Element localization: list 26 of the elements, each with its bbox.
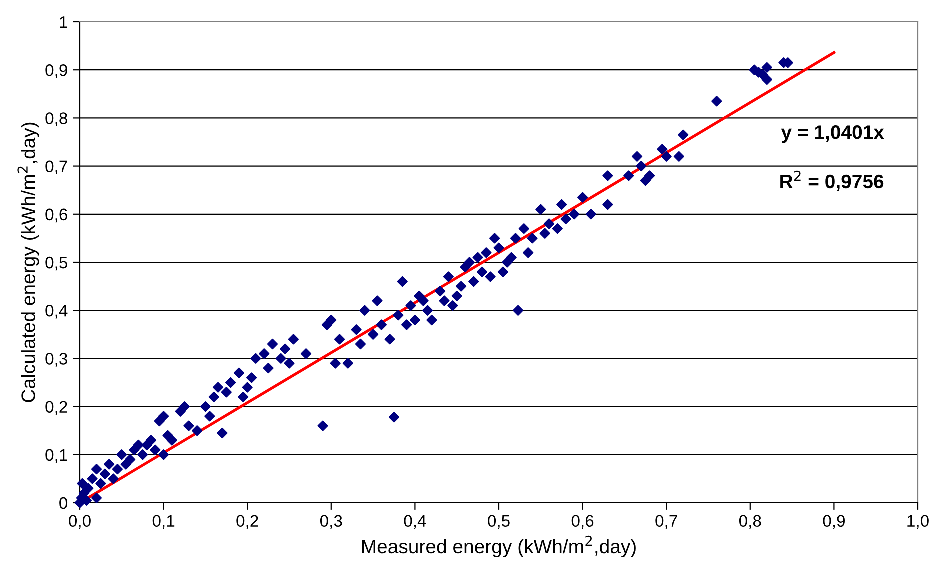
x-tick-label: 1,0 [908, 515, 929, 530]
annotation: y = 1,0401x [781, 126, 884, 144]
y-tick-label: 0,3 [46, 353, 68, 367]
annotation: R$^{2}$ = 0,9756 [780, 170, 884, 192]
x-tick-label: 0,0 [69, 515, 91, 530]
y-tick-label: 0,5 [46, 256, 68, 271]
x-tick-label: 0,5 [488, 515, 510, 530]
y-tick-label: 0,7 [46, 160, 68, 174]
x-tick-label: 0,7 [656, 515, 678, 530]
x-tick-label: 0,1 [152, 515, 175, 530]
y-tick-label: 0,2 [46, 401, 68, 415]
x-tick-label: 0,3 [320, 515, 342, 530]
y-tick-label: 0,8 [46, 112, 68, 126]
x-axis-title: Measured energy (kWh/m$^{2}$,day) [362, 536, 636, 558]
y-tick-label: 0,4 [46, 305, 68, 319]
x-tick-label: 0,2 [236, 515, 258, 530]
x-tick-label: 0,4 [404, 515, 426, 530]
y-tick-label: 0,9 [46, 64, 68, 78]
y-tick-label: 0 [60, 497, 68, 510]
y-tick-label: 0,6 [46, 208, 68, 223]
y-axis-title: Calculated energy (kWh/m$^{2}$,day) [18, 122, 40, 402]
x-tick-label: 0,9 [823, 515, 845, 530]
x-tick-label: 0,8 [739, 515, 762, 530]
y-tick-label: 1 [60, 16, 68, 28]
y-tick-label: 0,1 [46, 449, 68, 464]
x-tick-label: 0,6 [572, 515, 594, 530]
